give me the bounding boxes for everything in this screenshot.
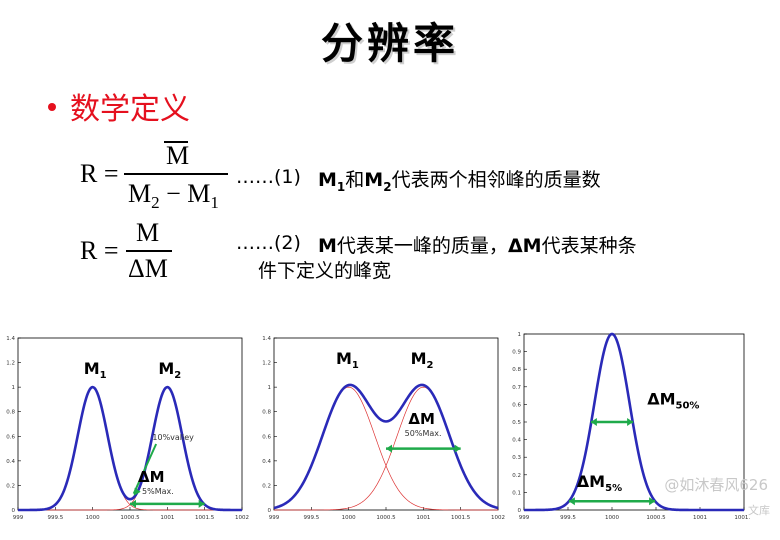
formula-2-description-line2: 件下定义的峰宽 xyxy=(258,260,392,282)
page-title: 分辨率 xyxy=(320,19,459,68)
y-tick-label: 1.4 xyxy=(6,336,15,342)
y-tick-label: 0 xyxy=(518,508,522,514)
sum-curve xyxy=(524,332,744,512)
y-tick-label: 0.4 xyxy=(512,438,521,444)
formula-1-overline xyxy=(164,141,188,143)
formula-1-fraction-bar xyxy=(124,173,228,175)
formula-1-description: M1和M2代表两个相邻峰的质量数 xyxy=(318,169,601,194)
x-tick-label: 1001 xyxy=(416,515,430,521)
y-tick-label: 0 xyxy=(12,508,16,514)
bullet-text: 数学定义 xyxy=(70,92,190,127)
width-label: 50%Max. xyxy=(405,429,442,438)
x-tick-label: 999.5 xyxy=(303,515,319,521)
fwhm-arrow-head-right xyxy=(627,418,634,426)
width-arrow-head-left xyxy=(130,499,136,508)
watermark-secondary: 文库 xyxy=(748,502,770,518)
x-tick-label: 1001.5 xyxy=(195,515,215,521)
x-tick-label: 1001 xyxy=(693,515,707,521)
x-tick-label: 1000.5 xyxy=(376,515,396,521)
x-tick-label: 1002 xyxy=(235,515,249,521)
y-tick-label: 0.6 xyxy=(262,434,271,440)
plot-frame xyxy=(273,337,499,511)
x-tick-label: 1000.5 xyxy=(120,515,140,521)
y-tick-label: 0.8 xyxy=(512,367,521,373)
valley-label: 10%valley xyxy=(152,433,194,442)
y-tick-label: 0.9 xyxy=(512,350,521,356)
formula-1: R = M M2 − M1 xyxy=(80,135,640,215)
watermark-text-2: 文库 xyxy=(748,504,770,517)
y-tick-label: 0.4 xyxy=(262,459,271,465)
bullet-dot xyxy=(48,102,56,111)
y-tick-label: 0.1 xyxy=(512,490,521,496)
chart-2: 999 999.5 1000 1000.5 1001 1001.5 1002 0 0.2 0.4 0… xyxy=(262,336,505,521)
y-tick-label: 1.2 xyxy=(262,361,271,367)
y-tick-label: 0.5 xyxy=(512,420,521,426)
x-tick-label: 999.5 xyxy=(47,515,63,521)
y-tick-label: 0 xyxy=(268,508,272,514)
delta-m-label: ΔM xyxy=(408,410,435,428)
chart-3: 999 999.5 1000 1000.5 1001 1001.5 0 0.1 0.2 0.3 0.… xyxy=(512,332,750,521)
five-percent-arrow-head-right xyxy=(649,497,656,506)
formula-2-lhs: R = xyxy=(80,236,119,265)
formula-1-numerator: M xyxy=(166,141,190,170)
y-tick-label: 1 xyxy=(12,385,16,391)
watermark: @如沐春风626 xyxy=(664,474,768,495)
plot-frame xyxy=(17,337,243,511)
y-tick-label: 1 xyxy=(518,332,522,338)
y-tick-label: 0.8 xyxy=(262,410,271,416)
formula-1-lhs: R = xyxy=(80,159,119,188)
sum-curve xyxy=(273,383,499,510)
width-arrow-head-right xyxy=(198,499,205,508)
y-tick-label: 0.2 xyxy=(512,473,521,479)
y-tick-label: 0.6 xyxy=(512,402,521,408)
valley-pointer xyxy=(132,443,158,495)
x-tick-label: 1000 xyxy=(605,515,619,521)
five-percent-arrow-head-left xyxy=(568,497,575,506)
y-tick-label: 1.4 xyxy=(262,336,271,342)
fwhm-arrow-head-left xyxy=(590,418,597,426)
width-arrow-head-right xyxy=(454,444,461,453)
valley-pointer-head xyxy=(133,487,141,496)
x-tick-label: 1001 xyxy=(160,515,174,521)
formula-1-ref: ……(1) xyxy=(236,166,301,188)
y-tick-label: 0.8 xyxy=(6,410,15,416)
formula-2-numerator: M xyxy=(136,218,160,247)
chart-1: 999 999.5 1000 1000.5 1001 1001.5 1002 0 0.2 0.4 0… xyxy=(6,336,249,521)
x-tick-label: 1000.5 xyxy=(646,515,666,521)
y-tick-label: 0.7 xyxy=(512,385,521,391)
formula-2-fraction-bar xyxy=(126,250,172,252)
formula-2-ref: ……(2) xyxy=(236,232,301,254)
formula-1-denominator: M2 − M1 xyxy=(128,179,219,213)
y-tick-label: 1 xyxy=(268,385,272,391)
x-tick-label: 999 xyxy=(13,515,24,521)
watermark-text: @如沐春风626 xyxy=(664,476,768,494)
formula-2-denominator: ΔM xyxy=(128,254,168,283)
x-tick-label: 1000 xyxy=(86,515,100,521)
delta-m-label: ΔM xyxy=(138,468,165,486)
x-tick-label: 999 xyxy=(519,515,530,521)
formula-2-description: M代表某一峰的质量，ΔM代表某种条 xyxy=(318,235,637,257)
x-tick-label: 999 xyxy=(269,515,280,521)
y-tick-label: 1.2 xyxy=(6,361,15,367)
x-tick-label: 1002 xyxy=(491,515,505,521)
y-tick-label: 0.2 xyxy=(262,483,271,489)
y-tick-label: 0.2 xyxy=(6,483,15,489)
x-tick-label: 1001.5 xyxy=(451,515,471,521)
sum-curve xyxy=(18,385,242,512)
width-label: 5%Max. xyxy=(142,487,174,496)
x-tick-label: 1000 xyxy=(342,515,356,521)
x-tick-label: 1001.5 xyxy=(734,515,750,521)
width-arrow-head-left xyxy=(386,444,392,453)
y-tick-label: 0.4 xyxy=(6,459,15,465)
y-tick-label: 0.3 xyxy=(512,455,521,461)
x-tick-label: 999.5 xyxy=(560,515,576,521)
formula-2: R = M ΔM xyxy=(80,218,280,290)
y-tick-label: 0.6 xyxy=(6,434,15,440)
bullet-heading: 数学定义 xyxy=(48,84,190,128)
